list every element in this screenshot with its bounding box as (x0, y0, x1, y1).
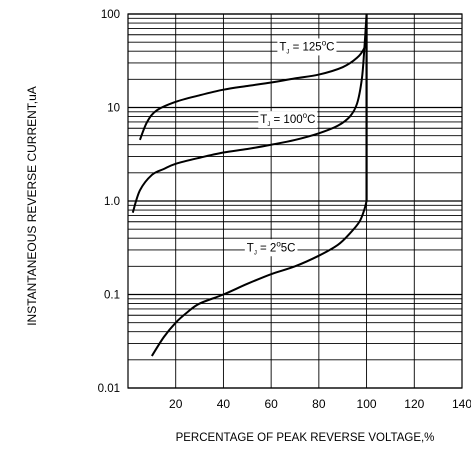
y-tick-label: 1.0 (104, 196, 120, 208)
series-label-text: TJ = 125oC (279, 38, 334, 55)
series-line-0 (138, 38, 368, 141)
series-label-bg (277, 38, 337, 56)
label-symbol: T (279, 41, 286, 53)
series-label-0: TJ = 125oC (277, 38, 337, 56)
series-label-text: TJ = 100oC (260, 111, 315, 128)
x-tick-label: 20 (169, 397, 183, 411)
label-degree: o (303, 111, 308, 120)
plot-frame (127, 13, 463, 389)
label-symbol: T (260, 114, 267, 126)
x-tick-label: 120 (404, 397, 424, 411)
y-tick-label: 0.01 (98, 383, 120, 395)
grid (128, 13, 463, 389)
x-axis-title: PERCENTAGE OF PEAK REVERSE VOLTAGE,% (176, 432, 435, 444)
y-tick-label: 10 (107, 103, 120, 115)
x-tick-label: 80 (312, 397, 326, 411)
label-value: = 125 (289, 41, 321, 53)
label-value: = 2 (257, 242, 277, 254)
curves (131, 13, 368, 357)
label-symbol: T (247, 242, 254, 254)
series-line-1 (131, 13, 368, 213)
label-unit: C (326, 41, 334, 53)
label-degree: o (322, 38, 327, 47)
y-tick-label: 100 (101, 9, 120, 21)
label-subscript: J (286, 49, 289, 55)
y-tick-label: 0.1 (104, 290, 120, 302)
series-label-bg (244, 239, 298, 257)
label-value: = 100 (270, 114, 302, 126)
series-label-text: TJ = 2o5C (247, 239, 296, 256)
series-label-1: TJ = 100oC (258, 111, 318, 129)
x-tick-label: 60 (264, 397, 278, 411)
label-unit: C (307, 114, 315, 126)
x-tick-label: 100 (357, 397, 377, 411)
series-line-2 (151, 200, 368, 357)
label-subscript: J (267, 122, 270, 128)
label-unit: 5C (281, 242, 296, 254)
x-tick-label: 140 (452, 397, 471, 411)
y-axis-title: INSTANTANEOUS REVERSE CURRENT,uA (25, 86, 39, 326)
x-tick-label: 40 (217, 397, 231, 411)
tick-labels: 20 40 60 80 100 120 140 0.01 0.1 1.0 10 100 (98, 9, 471, 411)
label-subscript: J (254, 250, 257, 256)
series-label-bg (258, 111, 318, 129)
series-label-2: TJ = 2o5C (244, 239, 298, 257)
label-degree: o (276, 239, 281, 248)
